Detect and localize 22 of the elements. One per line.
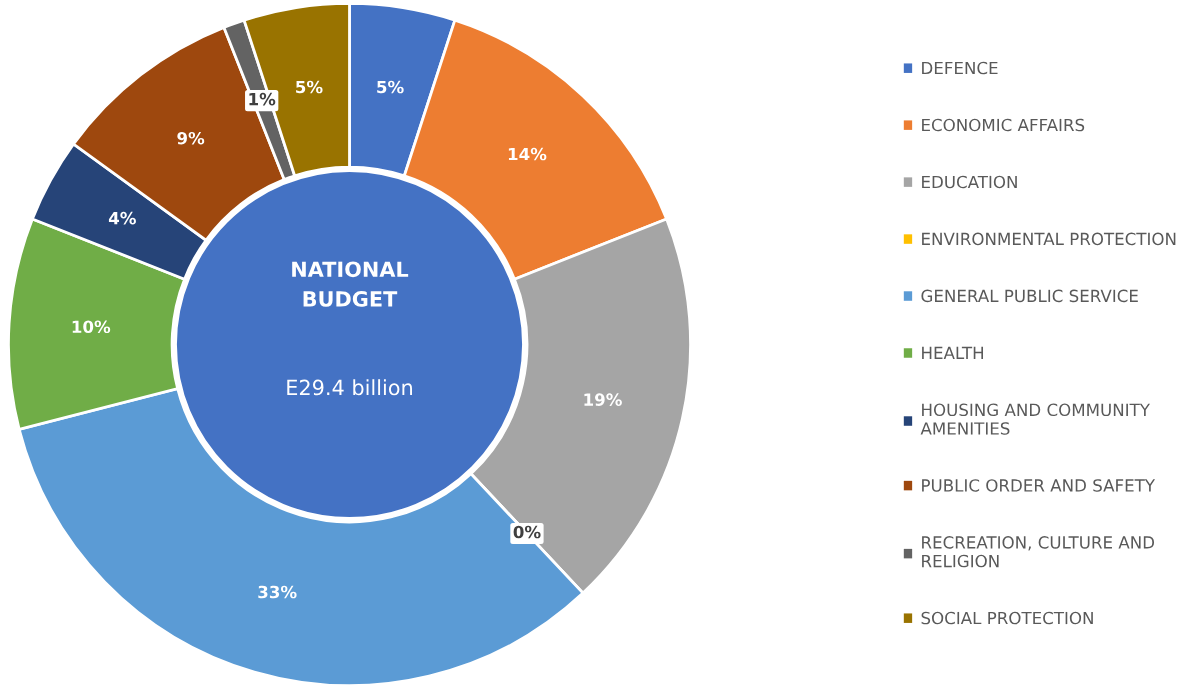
data-label: 5% [377,80,404,94]
data-label: 9% [177,131,205,145]
legend-label: ENVIRONMENTAL PROTECTION [922,232,1176,246]
text: E29.4 billion [287,379,412,396]
legend-label: SOCIAL PROTECTION [921,611,1093,625]
legend-label: DEFENCE [922,61,998,75]
text: NATIONAL BUDGET [292,261,409,307]
legend-label: EDUCATION [922,175,1017,189]
data-label: 5% [296,80,323,94]
legend-label: HEALTH [922,346,984,359]
data-label: 33% [258,585,297,599]
data-label: 14% [508,147,547,161]
data-label: 10% [72,320,111,334]
legend-label: HOUSING AND COMMUNITY AMENITIES [920,403,1150,435]
data-label: 19% [584,393,622,406]
legend-label: RECREATION, CULTURE AND RELIGION [922,536,1155,568]
legend-label: PUBLIC ORDER AND SAFETY [922,479,1156,492]
legend-label: GENERAL PUBLIC SERVICE [921,289,1138,303]
text: 0% [513,525,541,539]
data-label: 4% [108,211,136,225]
legend-label: ECONOMIC AFFAIRS [922,118,1085,132]
data-label: 1% [249,92,276,106]
